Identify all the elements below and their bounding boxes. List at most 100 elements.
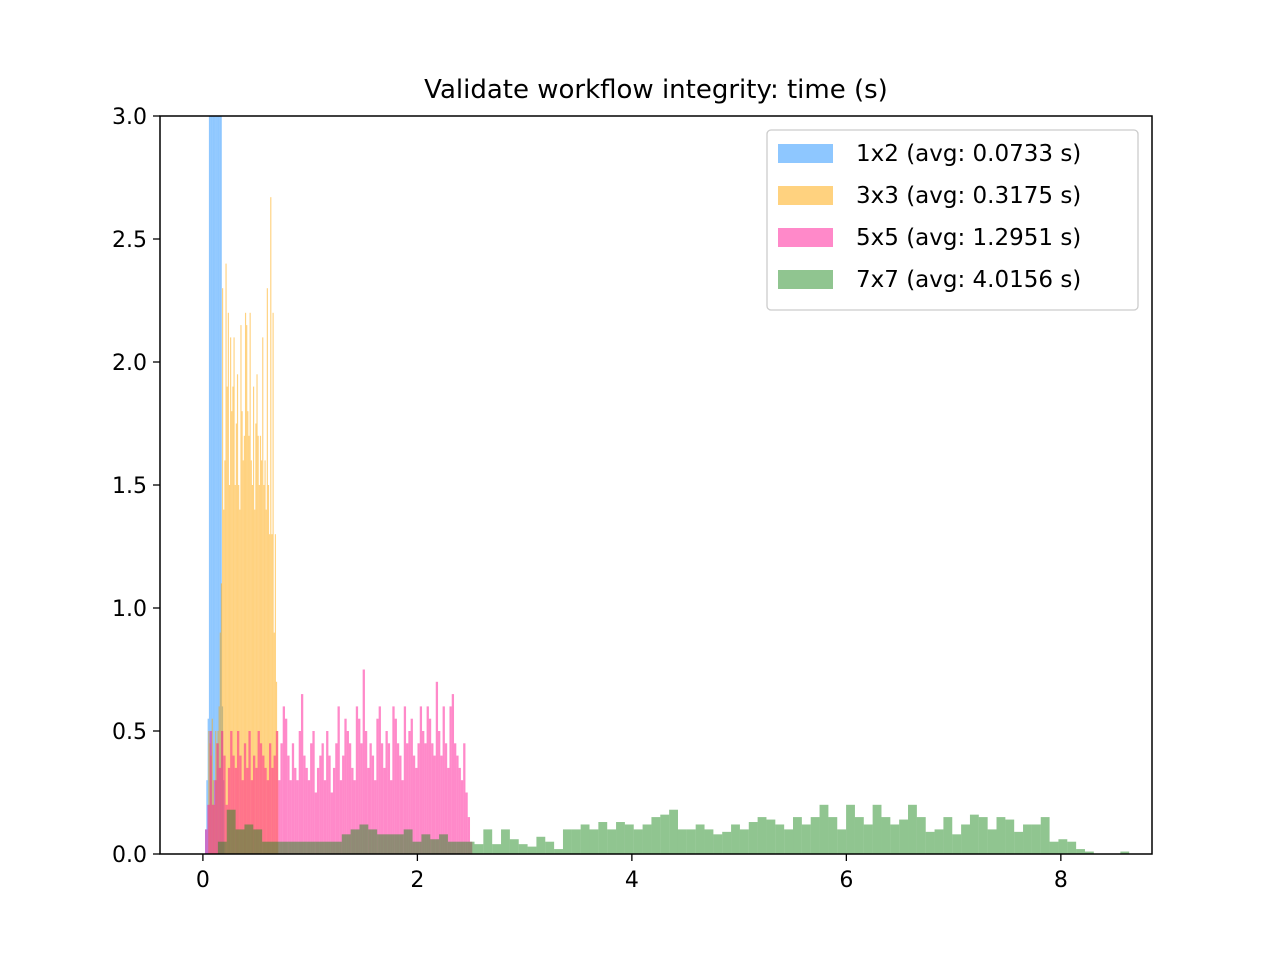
bar [447,841,457,854]
bar [435,681,439,854]
bar [316,767,320,854]
bar [1120,851,1130,854]
bar [430,839,440,854]
bar [259,743,263,854]
bar [364,731,368,854]
bar [208,116,211,854]
bar [261,460,263,854]
bar [207,804,210,854]
bar [428,718,432,854]
bar [211,718,213,854]
bar [274,534,276,854]
bar [220,583,223,854]
legend-swatch [778,228,833,247]
bar [1067,841,1077,854]
bar [266,780,269,854]
bar [465,792,468,854]
bar [314,792,317,854]
bar [376,718,379,854]
bar [232,755,235,854]
bar [253,386,255,854]
bar [272,312,274,854]
bar [501,829,510,854]
bar [208,731,210,854]
bar [748,822,758,854]
bar [225,263,227,855]
bar [250,460,252,854]
legend: 1x2 (avg: 0.0733 s) 3x3 (avg: 0.3175 s) 5x… [766,129,1139,311]
bar [458,767,461,854]
bar [355,706,359,854]
bar [362,669,365,854]
bar [235,829,245,854]
bar [837,829,847,854]
bar [1014,831,1024,854]
bar [251,485,254,854]
bar [465,841,475,854]
bar [881,817,891,854]
bar [275,731,279,854]
bar [230,337,232,854]
bar [259,435,262,854]
x-tick-label: 8 [1054,868,1068,893]
bar [616,822,625,854]
bar [228,485,231,854]
bar [269,534,271,854]
bar [227,312,229,854]
bar [218,767,222,854]
bar [793,817,802,854]
x-tick-label: 6 [839,868,853,893]
bar [518,844,528,854]
bar [206,780,208,854]
bar [1040,817,1050,854]
series-4 [217,804,1130,854]
bar [456,841,466,854]
bar [872,804,882,854]
bar [226,809,236,854]
legend-label: 5x5 (avg: 1.2951 s) [856,225,1081,251]
bar [332,767,336,854]
bar [226,386,228,854]
bar [348,743,352,854]
bar [214,116,216,854]
bar [307,780,311,854]
bar [266,288,268,854]
bar [403,829,413,854]
bar [492,844,502,854]
bar [380,743,384,854]
bar [386,834,395,854]
bar [312,731,315,854]
bar [562,829,572,854]
bar [447,767,450,854]
bar [234,767,238,854]
bar [1049,841,1059,854]
bar [253,755,256,854]
y-tick-label: 2.5 [112,228,147,253]
bar [934,829,944,854]
bar [403,706,407,854]
bar [288,841,298,854]
bar [426,706,429,854]
bar [449,706,452,854]
y-axis: 0.0 0.5 1.0 1.5 2.0 2.5 3.0 [112,105,160,868]
bar [239,755,242,854]
bar [1084,851,1094,854]
bar [303,755,306,854]
bar [326,731,329,854]
bar [467,817,471,854]
bar [677,829,687,854]
bar [235,423,237,854]
bar [324,841,333,854]
bar [211,804,215,854]
bar [669,809,678,854]
bar [394,834,404,854]
bar [598,822,608,854]
bar [328,755,331,854]
bar [440,755,443,854]
bar [300,694,304,854]
bar [249,312,251,854]
bar [367,767,370,854]
bar [342,755,345,854]
bar [262,337,264,854]
legend-swatch [778,144,833,163]
